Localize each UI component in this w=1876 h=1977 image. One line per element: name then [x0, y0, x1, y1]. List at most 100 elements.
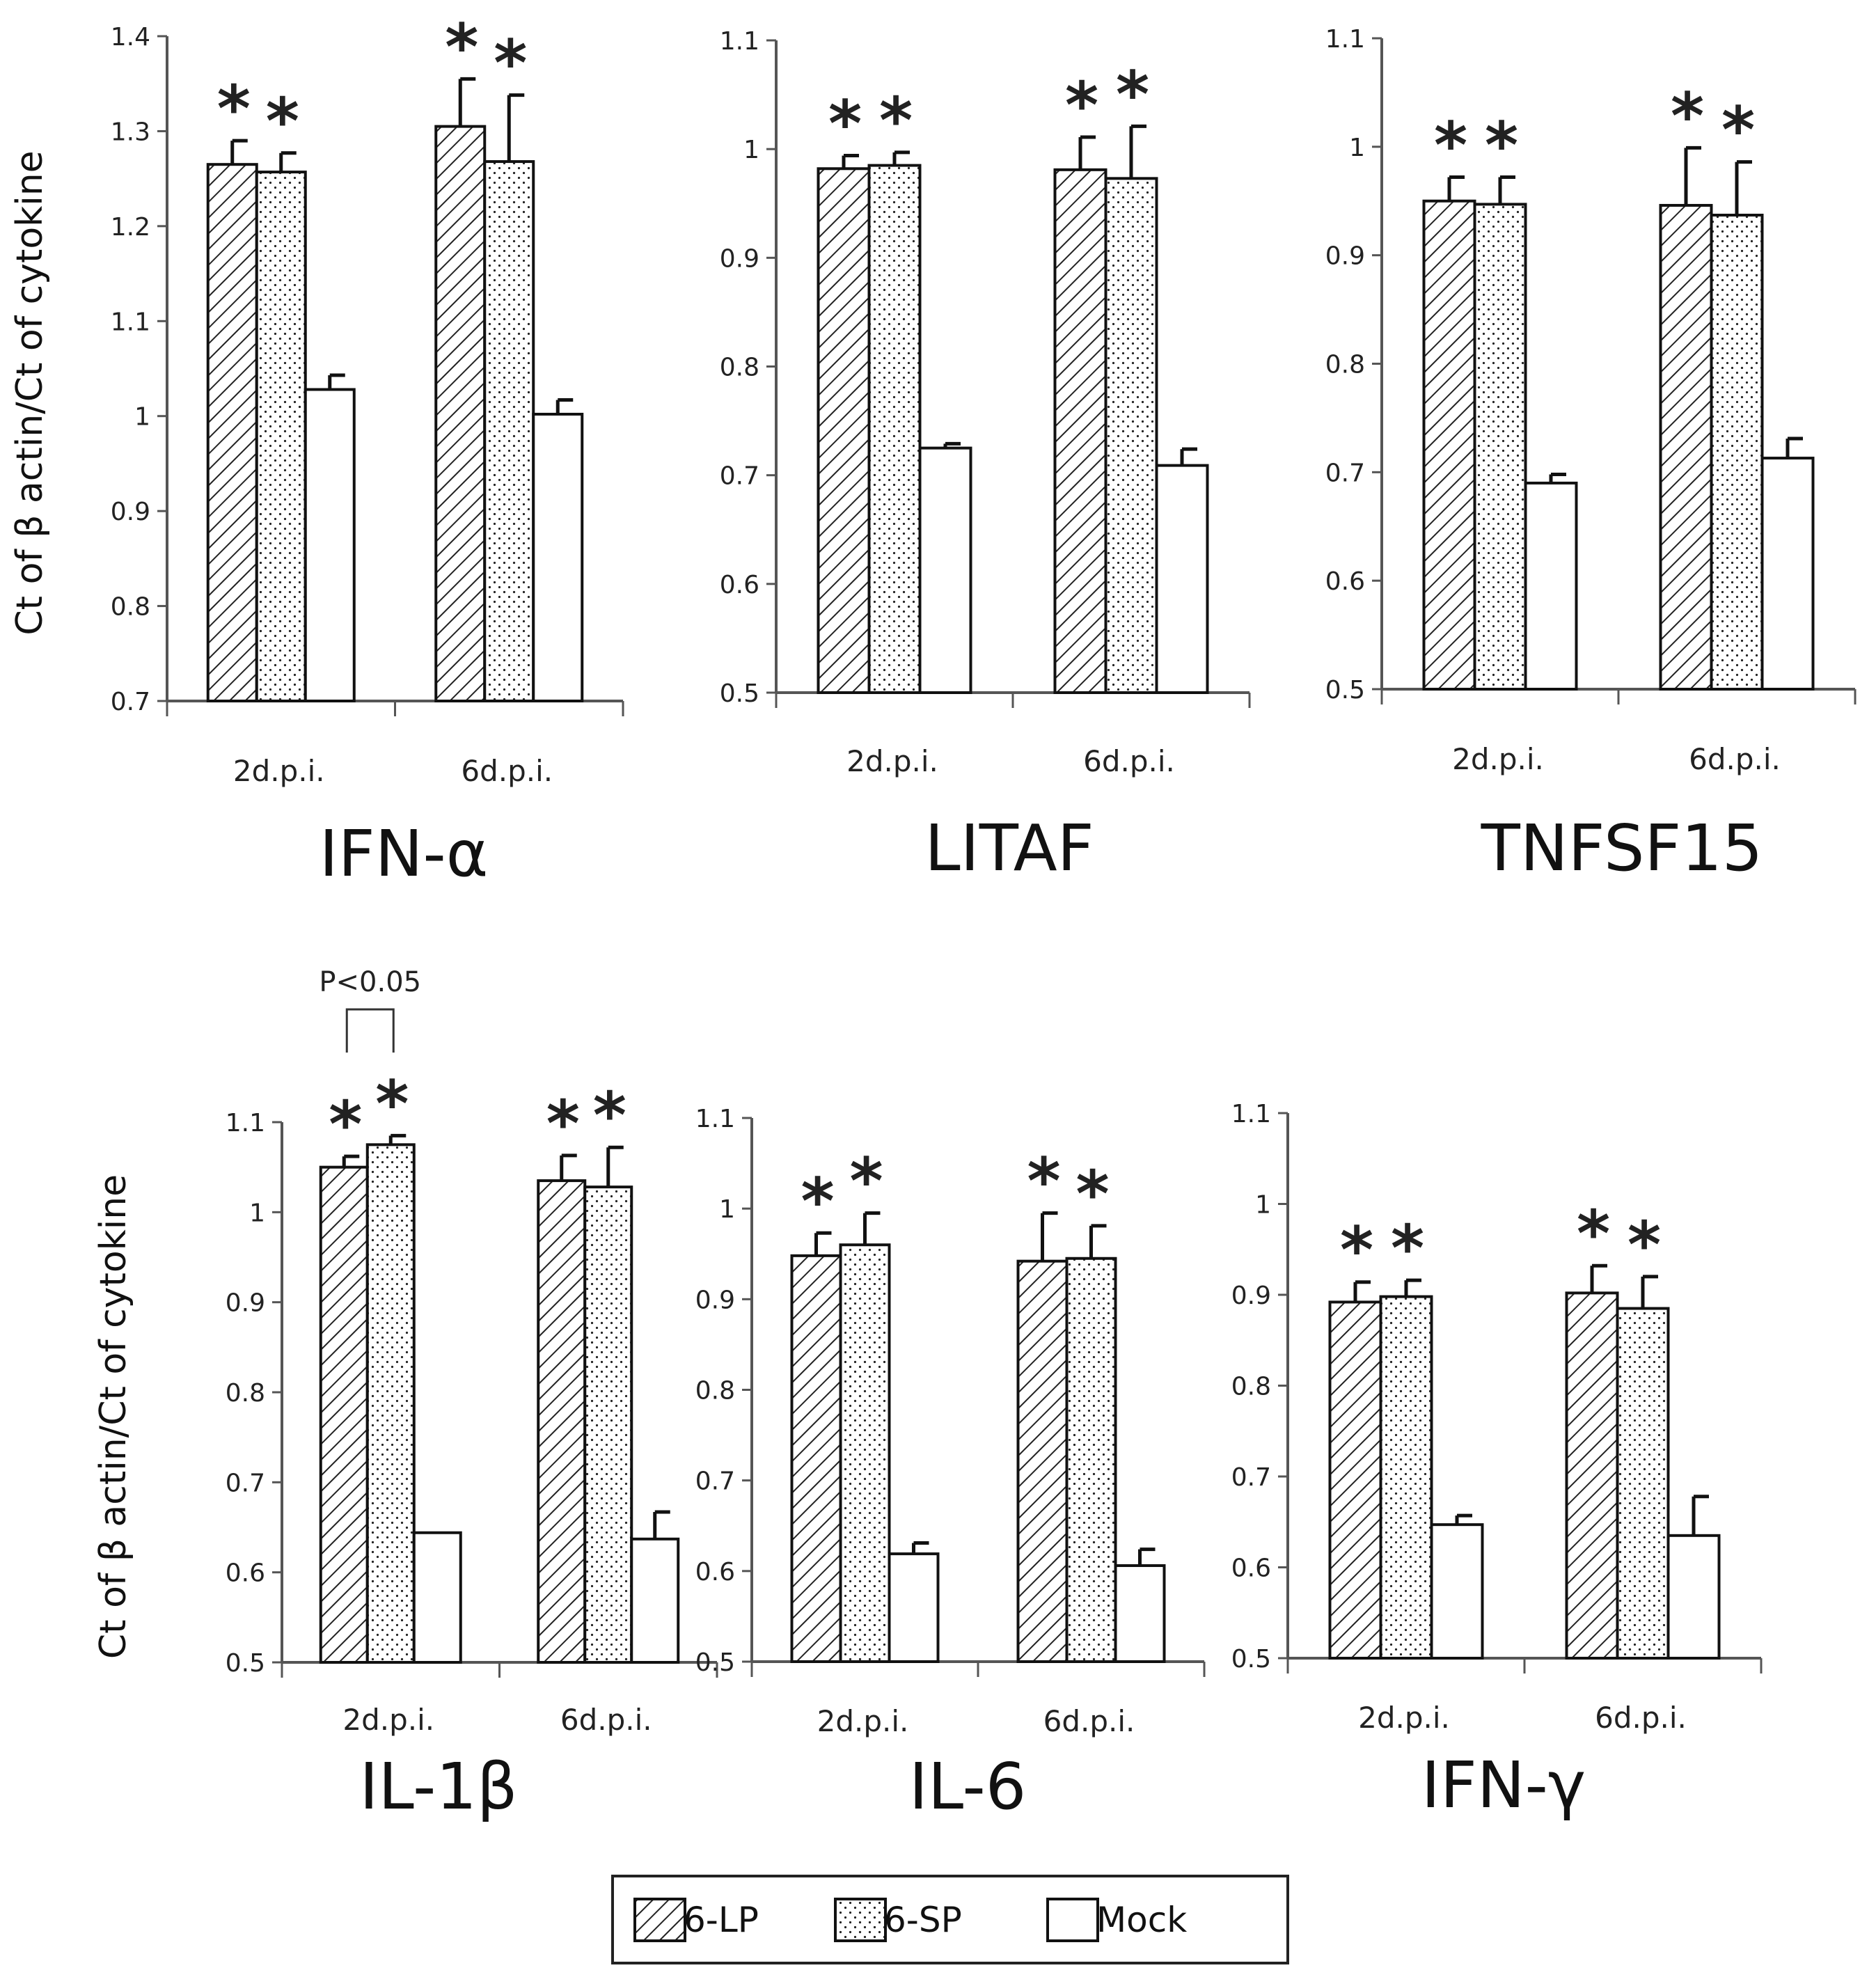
bar-ifn-6-lp-2d-p-i	[206, 163, 258, 702]
y-tick-label: 1.1	[226, 1109, 265, 1137]
legend-label-mock: Mock	[1096, 1900, 1187, 1940]
x-category-label: 2d.p.i.	[1358, 1701, 1450, 1735]
y-tick-label: 0.6	[1231, 1554, 1271, 1583]
bar-il-6-6-sp-2d-p-i	[839, 1243, 891, 1663]
y-tick-label: 0.7	[1231, 1463, 1271, 1492]
y-tick-label: 0.9	[720, 244, 759, 273]
significance-star: *	[546, 1087, 580, 1161]
bar-ifn-6-lp-6d-p-i	[1565, 1291, 1619, 1660]
panel-il-1: 0.50.60.70.80.911.1 * *2d.p.i.* *6d.p.i.IL-…	[93, 966, 718, 1824]
bar-litaf-6-lp-6d-p-i	[1053, 168, 1108, 695]
significance-star: *	[494, 26, 527, 101]
y-tick-label: 0.7	[695, 1467, 735, 1496]
y-tick-label: 0.8	[111, 593, 150, 622]
legend-label-6-lp: 6-LP	[684, 1900, 759, 1940]
x-category-label: 6d.p.i.	[1043, 1704, 1135, 1738]
bar-tnfsf15-6-sp-6d-p-i	[1710, 214, 1764, 691]
bar-il-1-6-lp-6d-p-i	[537, 1179, 587, 1664]
bar-ifn-6-sp-6d-p-i	[483, 160, 535, 703]
y-tick-label: 0.5	[1325, 676, 1365, 704]
significance-star: *	[1065, 68, 1098, 143]
y-tick-label: 1	[719, 1195, 735, 1224]
panel-title: TNFSF15	[1481, 811, 1763, 885]
y-tick-label: 0.7	[111, 688, 150, 716]
x-category-label: 6d.p.i.	[461, 754, 553, 788]
bar-ifn-mock-2d-p-i	[304, 388, 356, 702]
y-tick-label: 0.8	[695, 1377, 735, 1405]
y-tick-label: 0.5	[720, 679, 759, 708]
significance-star: *	[1627, 1208, 1661, 1282]
bar-litaf-6-lp-2d-p-i	[817, 167, 871, 694]
significance-star: *	[801, 1164, 834, 1238]
bar-litaf-mock-6d-p-i	[1155, 464, 1209, 695]
bar-il-6-6-lp-2d-p-i	[790, 1254, 842, 1664]
y-axis-label: Ct of β actin/Ct of cytokine	[9, 150, 51, 635]
bar-tnfsf15-6-lp-2d-p-i	[1422, 199, 1476, 691]
chart-panels: 0.70.80.911.11.21.31.4* *2d.p.i.* *6d.p.i.…	[9, 10, 1857, 1824]
x-category-label: 6d.p.i.	[1595, 1701, 1687, 1735]
significance-star: *	[445, 10, 478, 84]
bar-il-1-6-sp-6d-p-i	[583, 1186, 633, 1664]
y-tick-label: 1	[1255, 1191, 1271, 1220]
p-value-label: P<0.05	[319, 966, 421, 998]
bar-ifn-mock-6d-p-i	[1666, 1534, 1721, 1660]
x-category-label: 2d.p.i.	[846, 744, 938, 778]
panel-litaf: 0.50.60.70.80.911.1* *2d.p.i.* *6d.p.i.LIT…	[720, 27, 1251, 885]
y-axis-label: Ct of β actin/Ct of cytokine	[93, 1174, 134, 1659]
legend-swatch-6-lp	[633, 1898, 686, 1942]
y-tick-label: 0.5	[695, 1648, 735, 1677]
significance-star: *	[1671, 79, 1704, 153]
y-tick-label: 1	[743, 136, 759, 164]
y-tick-label: 1.1	[720, 27, 759, 56]
legend: 6-LP 6-SP Mock	[611, 1875, 1289, 1964]
y-tick-label: 1	[134, 403, 150, 432]
panel-title: IFN-α	[320, 817, 489, 891]
y-tick-label: 1.2	[111, 213, 150, 242]
significance-bracket	[345, 1008, 395, 1053]
y-tick-label: 0.9	[695, 1286, 735, 1314]
legend-label-6-sp: 6-SP	[884, 1900, 962, 1940]
bar-tnfsf15-6-sp-2d-p-i	[1473, 203, 1527, 691]
bar-il-1-mock-2d-p-i	[412, 1531, 462, 1664]
y-tick-label: 0.8	[1325, 351, 1365, 379]
bar-ifn-6-lp-6d-p-i	[434, 125, 487, 703]
bar-tnfsf15-mock-2d-p-i	[1524, 481, 1578, 691]
y-tick-label: 0.6	[720, 571, 759, 599]
y-tick-label: 1.1	[1231, 1100, 1271, 1128]
bar-il-6-6-lp-6d-p-i	[1016, 1259, 1069, 1663]
x-category-label: 2d.p.i.	[342, 1703, 434, 1737]
bar-litaf-6-sp-2d-p-i	[867, 164, 922, 694]
significance-star: *	[828, 87, 862, 162]
significance-star: *	[375, 1066, 409, 1141]
significance-star: *	[593, 1078, 626, 1153]
bar-ifn-6-sp-2d-p-i	[255, 171, 307, 703]
significance-star: *	[266, 84, 299, 159]
x-category-label: 2d.p.i.	[1452, 742, 1544, 776]
y-tick-label: 1.1	[111, 308, 150, 336]
bar-ifn-6-sp-6d-p-i	[1616, 1307, 1670, 1660]
significance-star: *	[1027, 1144, 1060, 1219]
bar-il-1-6-sp-2d-p-i	[365, 1143, 416, 1664]
y-tick-label: 0.8	[720, 354, 759, 382]
x-category-label: 6d.p.i.	[1689, 742, 1781, 776]
panel-title: IFN-γ	[1421, 1748, 1586, 1822]
significance-star: *	[329, 1087, 362, 1162]
panel-title: IL-6	[909, 1749, 1027, 1824]
significance-star: *	[1577, 1197, 1610, 1271]
y-tick-label: 0.7	[1325, 459, 1365, 487]
y-tick-label: 1.4	[111, 23, 150, 52]
significance-star: *	[879, 84, 913, 158]
significance-star: *	[849, 1144, 883, 1219]
significance-star: *	[217, 72, 251, 146]
y-tick-label: 0.5	[1231, 1645, 1271, 1673]
y-tick-label: 0.5	[226, 1649, 265, 1678]
bar-ifn-mock-6d-p-i	[532, 412, 584, 702]
y-tick-label: 0.6	[1325, 567, 1365, 596]
legend-swatch-6-sp	[834, 1898, 887, 1942]
bar-litaf-mock-2d-p-i	[918, 446, 972, 694]
bar-il-1-mock-6d-p-i	[630, 1537, 680, 1664]
bar-tnfsf15-6-lp-6d-p-i	[1659, 203, 1713, 691]
panel-ifn: 0.70.80.911.11.21.31.4* *2d.p.i.* *6d.p.i.…	[9, 10, 624, 891]
significance-star: *	[1075, 1157, 1109, 1231]
significance-star: *	[1391, 1211, 1424, 1286]
